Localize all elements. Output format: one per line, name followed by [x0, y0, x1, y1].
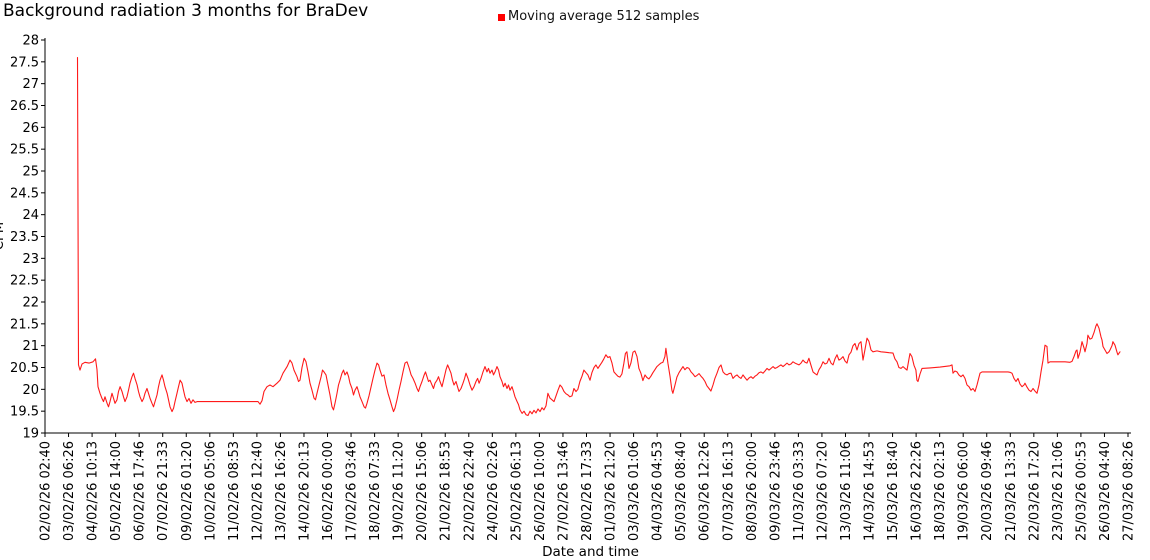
- y-tick-label: 19.5: [10, 405, 39, 420]
- x-tick-label: 21/02/26 18:53: [439, 441, 454, 541]
- y-tick-label: 26: [22, 121, 39, 136]
- y-tick-label: 25: [22, 165, 39, 180]
- y-tick-label: 19: [22, 427, 39, 442]
- x-tick-label: 09/03/26 23:46: [768, 441, 783, 541]
- y-tick-label: 26.5: [10, 99, 39, 114]
- x-tick-label: 04/02/26 10:13: [86, 441, 101, 541]
- x-tick-label: 07/02/26 21:33: [156, 441, 171, 541]
- y-tick-label: 28: [22, 34, 39, 49]
- y-tick-label: 24.5: [10, 186, 39, 201]
- x-tick-label: 08/03/26 20:00: [745, 441, 760, 541]
- x-tick-label: 26/02/26 10:00: [533, 441, 548, 541]
- x-tick-label: 11/02/26 08:53: [227, 441, 242, 541]
- x-tick-label: 05/03/26 08:40: [674, 441, 689, 541]
- y-tick-label: 23.5: [10, 230, 39, 245]
- x-tick-label: 14/02/26 20:13: [297, 441, 312, 541]
- x-tick-label: 27/03/26 08:26: [1122, 441, 1137, 541]
- x-tick-label: 25/03/26 00:53: [1074, 441, 1089, 541]
- x-tick-label: 17/02/26 03:46: [345, 441, 360, 541]
- chart-title: Background radiation 3 months for BraDev: [3, 1, 369, 21]
- x-tick-label: 11/03/26 03:33: [792, 441, 807, 541]
- series-line: [76, 56, 1121, 417]
- x-tick-label: 20/02/26 15:06: [415, 441, 430, 541]
- legend: Moving average 512 samples: [498, 9, 699, 24]
- y-tick-label: 27: [22, 77, 39, 92]
- x-tick-label: 16/02/26 00:00: [321, 441, 336, 541]
- y-tick-label: 20: [22, 383, 39, 398]
- x-tick-label: 10/02/26 05:06: [203, 441, 218, 541]
- y-tick-label: 22: [22, 296, 39, 311]
- x-tick-label: 07/03/26 16:13: [721, 441, 736, 541]
- x-tick-label: 16/03/26 22:26: [910, 441, 925, 541]
- x-tick-label: 23/03/26 21:06: [1051, 441, 1066, 541]
- x-axis-title: Date and time: [542, 544, 639, 560]
- x-tick-label: 04/03/26 04:53: [651, 441, 666, 541]
- y-tick-label: 21.5: [10, 317, 39, 332]
- x-tick-label: 06/03/26 12:26: [698, 441, 713, 541]
- legend-series-marker-icon: [498, 13, 505, 21]
- x-tick-label: 25/02/26 06:13: [509, 441, 524, 541]
- x-tick-label: 05/02/26 14:00: [109, 441, 124, 541]
- y-tick-label: 20.5: [10, 361, 39, 376]
- x-tick-label: 03/02/26 06:26: [62, 441, 77, 541]
- x-tick-label: 06/02/26 17:46: [133, 441, 148, 541]
- x-tick-label: 27/02/26 13:46: [556, 441, 571, 541]
- x-tick-label: 12/02/26 12:40: [250, 441, 265, 541]
- x-tick-label: 09/02/26 01:20: [180, 441, 195, 541]
- y-axis-unit-label-clipped: CPM: [0, 222, 7, 250]
- x-tick-label: 12/03/26 07:20: [815, 441, 830, 541]
- x-tick-label: 20/03/26 09:46: [980, 441, 995, 541]
- x-tick-label: 26/03/26 04:40: [1098, 441, 1113, 541]
- x-tick-label: 28/02/26 17:33: [580, 441, 595, 541]
- x-tick-label: 22/03/26 17:20: [1027, 441, 1042, 541]
- x-tick-label: 15/03/26 18:40: [886, 441, 901, 541]
- x-tick-label: 21/03/26 13:33: [1004, 441, 1019, 541]
- y-tick-label: 24: [22, 208, 39, 223]
- x-tick-label: 19/03/26 06:00: [957, 441, 972, 541]
- x-tick-label: 14/03/26 14:53: [863, 441, 878, 541]
- y-tick-label: 22.5: [10, 274, 39, 289]
- x-tick-label: 13/02/26 16:26: [274, 441, 289, 541]
- y-tick-label: 27.5: [10, 55, 39, 70]
- x-tick-label: 24/02/26 02:26: [486, 441, 501, 541]
- y-tick-label: 23: [22, 252, 39, 267]
- x-tick-label: 03/03/26 01:06: [627, 441, 642, 541]
- y-tick-label: 21: [22, 339, 39, 354]
- x-tick-label: 13/03/26 11:06: [839, 441, 854, 541]
- legend-series-label: Moving average 512 samples: [508, 9, 700, 24]
- x-tick-label: 01/03/26 21:20: [604, 441, 619, 541]
- x-tick-label: 18/02/26 07:33: [368, 441, 383, 541]
- x-tick-label: 02/02/26 02:40: [39, 441, 54, 541]
- x-tick-label: 18/03/26 02:13: [933, 441, 948, 541]
- y-tick-label: 25.5: [10, 143, 39, 158]
- x-tick-label: 19/02/26 11:20: [392, 441, 407, 541]
- x-tick-label: 22/02/26 22:40: [462, 441, 477, 541]
